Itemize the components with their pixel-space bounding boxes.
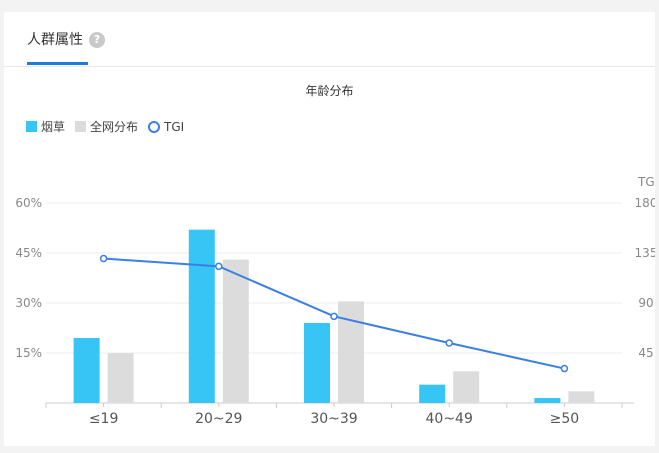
x-tick-label: 30~39 [310, 411, 357, 427]
tab-bar: 人群属性 ? [4, 12, 655, 67]
y-right-tick-label: 135 [635, 246, 655, 260]
bar-network [338, 301, 364, 403]
legend-line-marker [148, 120, 161, 133]
y-left-tick-label: 45% [15, 246, 42, 260]
y-right-tick-label: 90 [638, 296, 653, 310]
chart-legend: 烟草 全网分布 TGI [26, 118, 194, 135]
y-right-tick-label: 180 [635, 196, 655, 210]
help-icon[interactable]: ? [89, 32, 105, 48]
bar-network [453, 371, 480, 403]
y-right-tick-label: 45 [638, 346, 653, 360]
tgi-point [330, 312, 338, 321]
tgi-point [445, 339, 453, 347]
y-left-tick-label: 30% [15, 296, 42, 310]
legend-swatch [26, 121, 37, 132]
y-right-axis-label: TGI [637, 175, 655, 189]
legend-item-tgi[interactable]: TGI [148, 120, 184, 134]
bar-tobacco [534, 398, 561, 403]
x-tick-label: 40~49 [426, 411, 473, 427]
tab-crowd-attributes[interactable]: 人群属性 ? [27, 30, 105, 50]
bar-network [222, 259, 249, 403]
legend-label: 全网分布 [90, 120, 139, 134]
x-tick-label: ≥50 [550, 411, 580, 427]
active-tab-indicator [27, 62, 88, 65]
bar-tobacco [419, 384, 446, 403]
bar-tobacco [73, 338, 100, 403]
x-tick-label: ≤19 [89, 411, 119, 427]
legend-item-tobacco[interactable]: 烟草 [26, 118, 65, 135]
age-distribution-chart: 60% 45% 30% 15% 180 135 90 45 TGI ≤19 20~29 30~39 40… [15, 175, 655, 427]
tgi-point [215, 262, 223, 271]
tgi-point [99, 254, 108, 263]
bar-network [568, 391, 595, 403]
legend-label: 烟草 [41, 120, 66, 134]
y-left-tick-label: 15% [15, 346, 42, 360]
legend-label: TGI [164, 119, 185, 134]
legend-swatch [75, 121, 87, 132]
bar-tobacco [188, 229, 215, 403]
chart-title: 年龄分布 [305, 84, 354, 98]
chart-card: 人群属性 ? 年龄分布 烟草 全网分布 TGI 60% 45% 30% 15% 180 1… [4, 12, 655, 446]
bar-network [107, 353, 134, 403]
tgi-point [560, 364, 569, 373]
legend-item-network[interactable]: 全网分布 [75, 118, 138, 135]
y-left-tick-label: 60% [15, 196, 42, 210]
bar-tobacco [304, 323, 330, 403]
x-tick-label: 20~29 [195, 411, 242, 427]
tab-label: 人群属性 [27, 32, 83, 48]
